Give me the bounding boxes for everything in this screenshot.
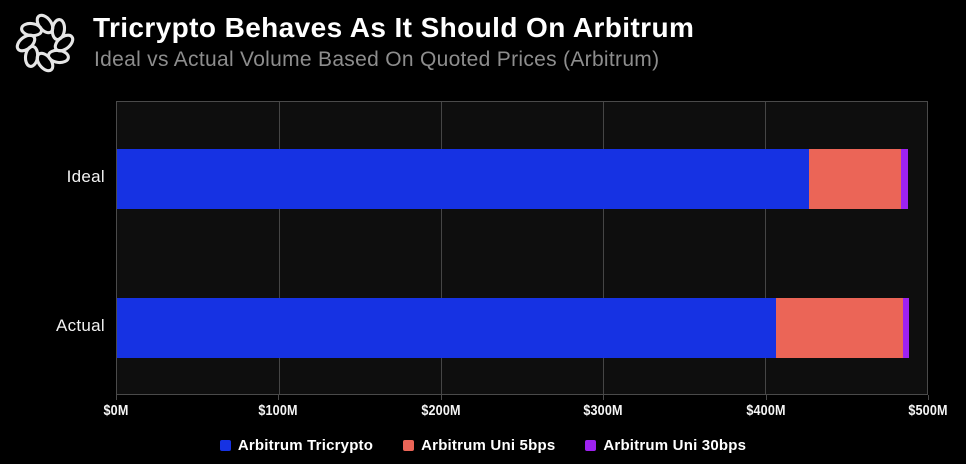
bar-segment[interactable]	[901, 149, 908, 209]
plot-area	[116, 101, 928, 395]
bar-segment[interactable]	[902, 298, 910, 358]
legend-label: Arbitrum Uni 5bps	[421, 437, 556, 454]
legend-item-arbitrum-tricrypto[interactable]: Arbitrum Tricrypto	[219, 437, 374, 454]
bar-segment[interactable]	[808, 149, 902, 209]
x-tick-mark	[116, 395, 117, 400]
gridline-300m	[603, 102, 604, 394]
x-tick-label: $100M	[258, 402, 299, 419]
legend-swatch-icon	[403, 440, 415, 451]
x-tick-label: $0M	[103, 402, 129, 419]
chart-title: Tricrypto Behaves As It Should On Arbitr…	[93, 12, 695, 43]
x-tick-mark	[928, 395, 929, 400]
legend: Arbitrum Tricrypto Arbitrum Uni 5bps Arb…	[0, 437, 966, 454]
gridline-200m	[441, 102, 442, 394]
bar-segment[interactable]	[117, 149, 809, 209]
legend-label: Arbitrum Uni 30bps	[603, 437, 747, 454]
legend-swatch-icon	[219, 440, 231, 451]
bar-segment[interactable]	[776, 298, 903, 358]
x-tick-mark	[765, 395, 767, 400]
x-tick-label: $500M	[908, 402, 948, 419]
gridline-400m	[765, 102, 766, 394]
legend-label: Arbitrum Tricrypto	[237, 437, 374, 454]
gridline-100m	[279, 102, 280, 394]
chart-subtitle: Ideal vs Actual Volume Based On Quoted P…	[94, 48, 660, 71]
x-axis: $0M $100M $200M $300M $400M $500M	[103, 395, 948, 425]
bar-segment[interactable]	[117, 298, 777, 358]
legend-swatch-icon	[585, 440, 597, 451]
y-axis-label-actual: Actual	[55, 316, 105, 335]
bar-row-actual[interactable]	[117, 298, 927, 358]
x-tick-label: $200M	[421, 402, 461, 419]
bar-row-ideal[interactable]	[117, 149, 927, 209]
x-tick-label: $400M	[745, 402, 786, 419]
knot-ring-logo-icon	[15, 13, 75, 73]
y-axis-label-ideal: Ideal	[66, 167, 105, 186]
x-tick-label: $300M	[583, 402, 623, 419]
x-tick-mark	[278, 395, 280, 400]
x-tick-mark	[603, 395, 605, 400]
legend-item-arbitrum-uni-5bps[interactable]: Arbitrum Uni 5bps	[403, 437, 555, 454]
x-tick-mark	[440, 395, 442, 400]
legend-item-arbitrum-uni-30bps[interactable]: Arbitrum Uni 30bps	[585, 437, 746, 454]
